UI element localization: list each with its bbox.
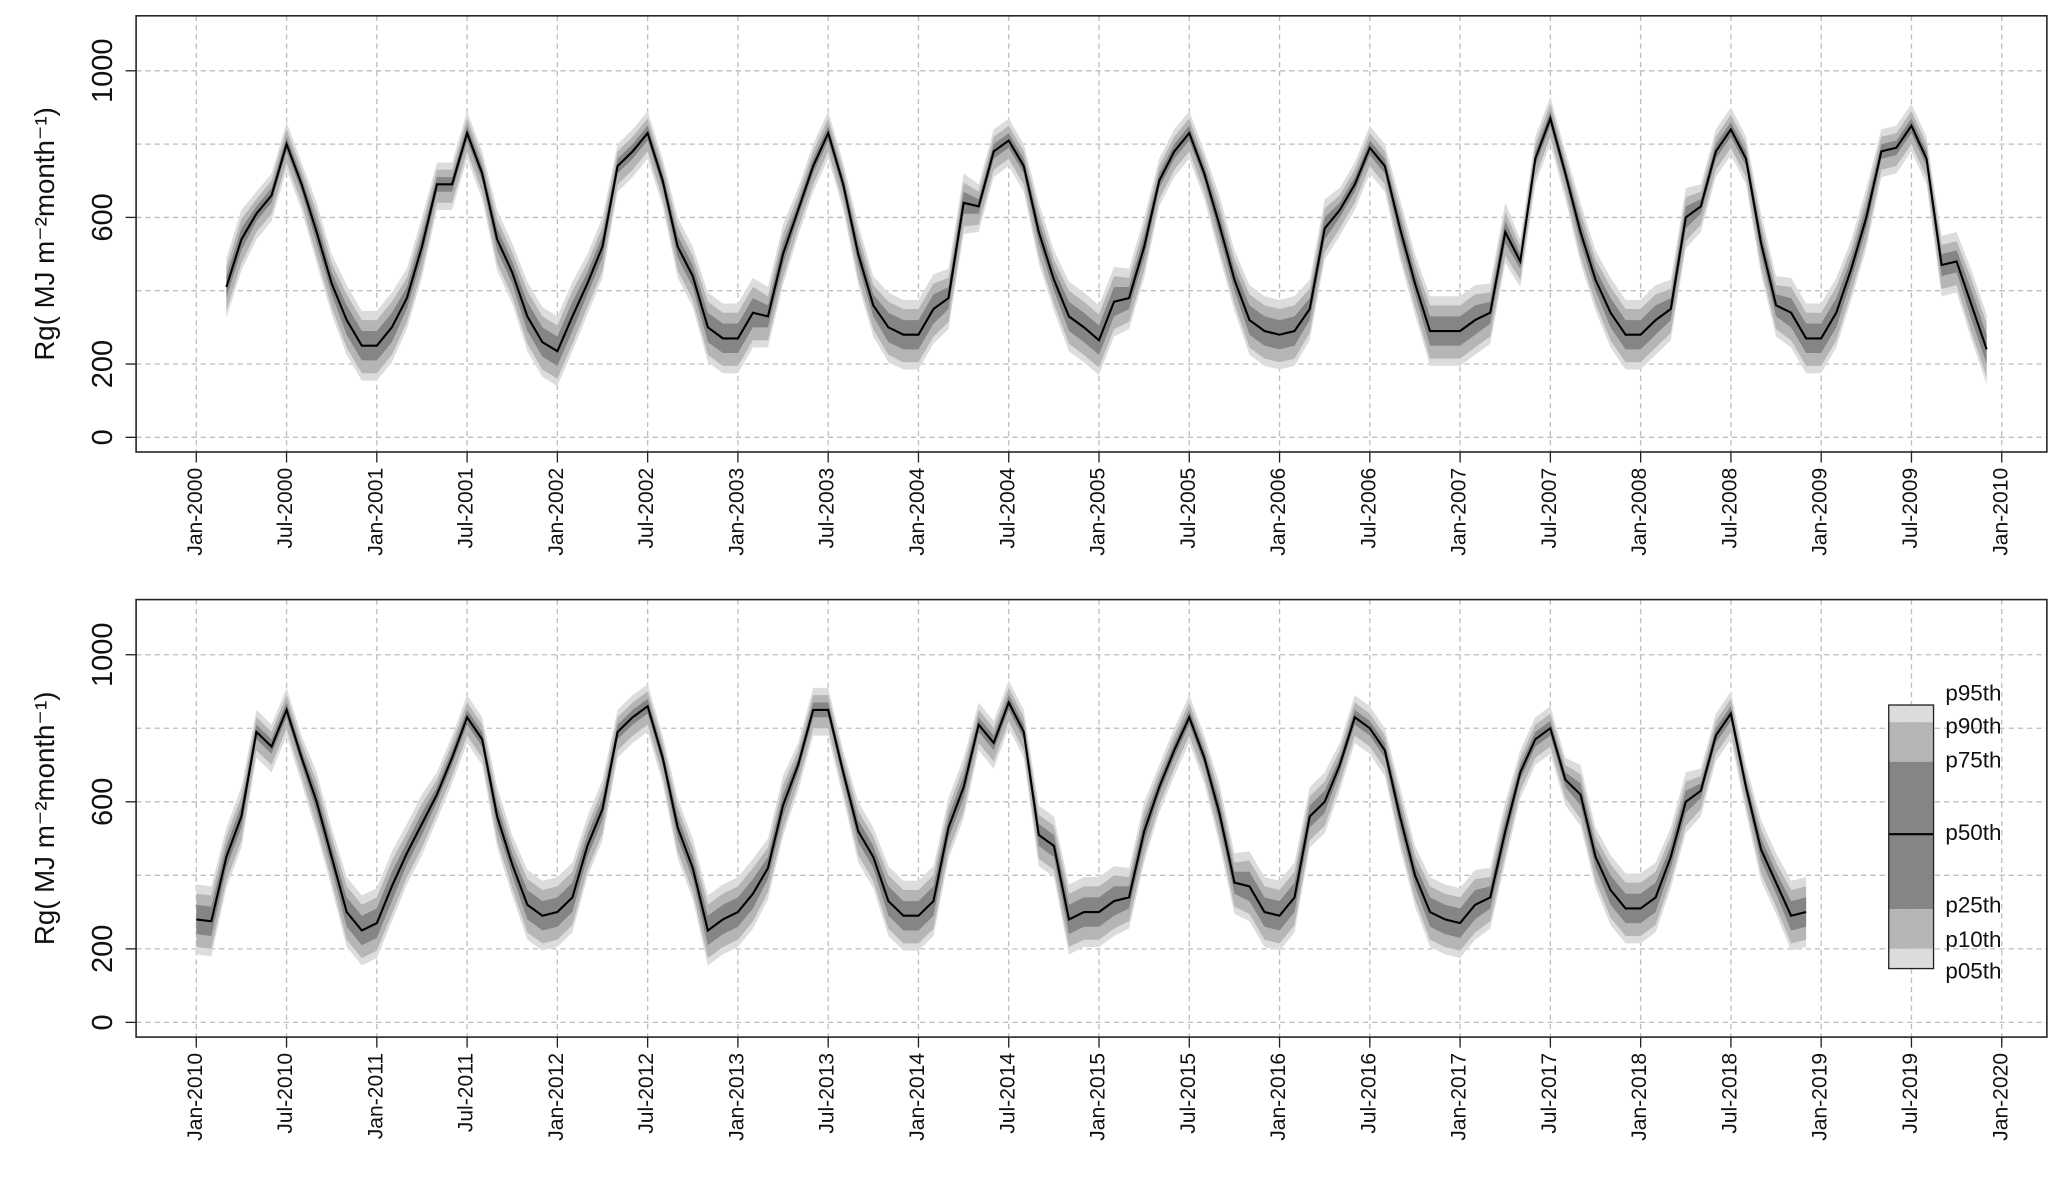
x-tick-label: Jul-2013 xyxy=(816,1053,839,1134)
x-tick-label: Jan-2016 xyxy=(1267,1053,1290,1141)
x-tick-label: Jul-2017 xyxy=(1538,1053,1561,1134)
y-tick-label: 0 xyxy=(87,1014,119,1030)
x-tick-label: Jan-2019 xyxy=(1809,1053,1832,1141)
plot-frame xyxy=(135,598,2048,1038)
x-tick-label: Jul-2004 xyxy=(996,468,1019,549)
x-tick-label: Jan-2005 xyxy=(1087,468,1110,556)
y-tick-label: 600 xyxy=(87,778,119,826)
x-tick-label: Jan-2010 xyxy=(1989,468,2012,556)
legend-label: p75th xyxy=(1945,748,2001,773)
x-tick-label: Jan-2017 xyxy=(1448,1053,1471,1141)
x-tick-label: Jul-2018 xyxy=(1718,1053,1741,1134)
x-tick-label: Jul-2006 xyxy=(1357,468,1380,549)
legend-swatch xyxy=(1888,705,1934,723)
x-tick-label: Jul-2001 xyxy=(455,468,478,549)
x-tick-label: Jul-2003 xyxy=(816,468,839,549)
y-tick-label: 200 xyxy=(87,925,119,973)
x-tick-label: Jul-2009 xyxy=(1899,468,1922,549)
y-tick-label: 600 xyxy=(87,193,119,241)
legend-label: p50th xyxy=(1945,820,2001,845)
band xyxy=(226,111,1987,366)
x-tick-label: Jan-2011 xyxy=(364,1053,387,1139)
x-tick-label: Jan-2002 xyxy=(545,468,568,556)
x-tick-label: Jan-2020 xyxy=(1989,1053,2012,1141)
x-tick-label: Jan-2014 xyxy=(906,1053,929,1141)
x-tick-label: Jan-2001 xyxy=(364,468,387,556)
x-tick-label: Jul-2010 xyxy=(274,1053,297,1134)
x-tick-label: Jul-2012 xyxy=(635,1053,658,1134)
x-tick-label: Jul-2005 xyxy=(1177,468,1200,549)
x-tick-label: Jan-2009 xyxy=(1809,468,1832,556)
x-tick-label: Jul-2000 xyxy=(274,468,297,549)
x-tick-label: Jan-2012 xyxy=(545,1053,568,1141)
legend-swatch xyxy=(1888,722,1934,762)
x-tick-label: Jan-2003 xyxy=(725,468,748,556)
legend-frame xyxy=(1888,704,1935,970)
x-tick-label: Jan-2018 xyxy=(1628,1053,1651,1141)
legend-swatch xyxy=(1888,909,1934,949)
legend-swatch xyxy=(1888,761,1934,910)
plot-frame xyxy=(135,15,2048,453)
x-tick-label: Jul-2016 xyxy=(1357,1053,1380,1134)
x-tick-label: Jan-2007 xyxy=(1448,468,1471,556)
x-tick-label: Jan-2010 xyxy=(184,1053,207,1141)
y-tick-label: 0 xyxy=(87,429,119,445)
legend-label: p90th xyxy=(1945,713,2001,738)
y-tick-label: 200 xyxy=(87,340,119,388)
legend-label: p25th xyxy=(1945,893,2001,918)
legend-label: p05th xyxy=(1945,958,2001,983)
legend-swatch xyxy=(1888,948,1934,969)
x-tick-label: Jul-2007 xyxy=(1538,468,1561,549)
median-line xyxy=(225,115,1988,353)
x-tick-label: Jul-2014 xyxy=(996,1053,1019,1134)
x-tick-label: Jan-2004 xyxy=(906,468,929,556)
y-axis-label: Rg( MJ m⁻²month⁻¹) xyxy=(29,692,60,946)
x-tick-label: Jul-2015 xyxy=(1177,1053,1200,1134)
y-tick-label: 1000 xyxy=(87,622,119,686)
legend-label: p10th xyxy=(1945,927,2001,952)
x-tick-label: Jan-2008 xyxy=(1628,468,1651,556)
x-tick-label: Jan-2013 xyxy=(725,1053,748,1141)
x-tick-label: Jul-2019 xyxy=(1899,1053,1922,1134)
x-tick-label: Jan-2006 xyxy=(1267,468,1290,556)
band xyxy=(196,695,1807,946)
x-tick-label: Jul-2002 xyxy=(635,468,658,549)
y-tick-label: 1000 xyxy=(87,39,119,103)
x-tick-label: Jul-2008 xyxy=(1718,468,1741,549)
legend-label: p95th xyxy=(1945,680,2001,705)
x-tick-label: Jan-2000 xyxy=(184,468,207,556)
median-line xyxy=(196,699,1807,933)
x-tick-label: Jan-2015 xyxy=(1087,1053,1110,1141)
y-axis-label: Rg( MJ m⁻²month⁻¹) xyxy=(29,107,60,361)
x-tick-label: Jul-2011 xyxy=(455,1053,478,1132)
